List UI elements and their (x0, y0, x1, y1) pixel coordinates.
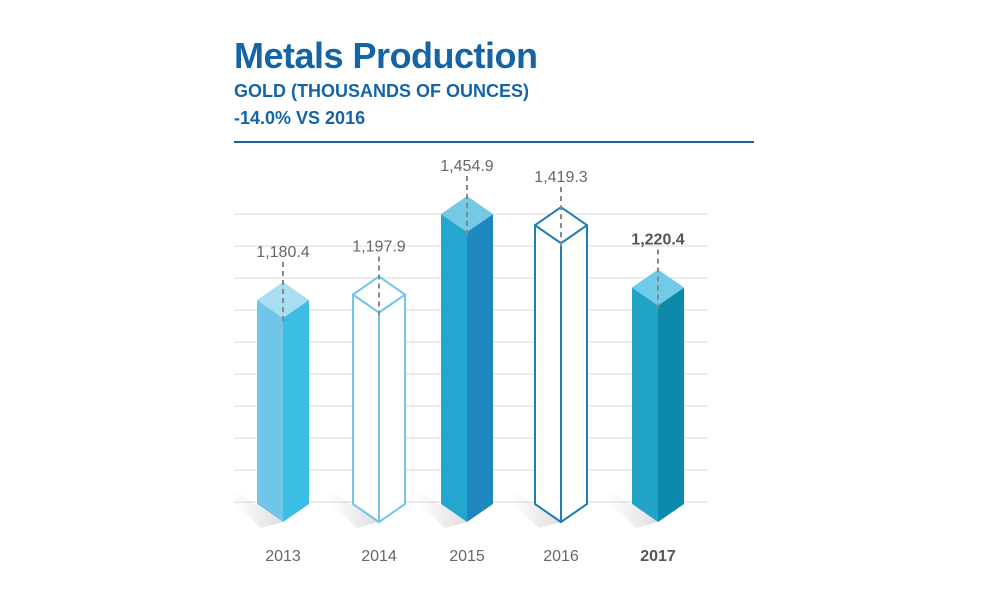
bar-2015: 1,454.9 2015 (415, 158, 494, 565)
bar-side-face (283, 300, 309, 522)
bar-front-face (632, 287, 658, 522)
chart-subtitle: GOLD (THOUSANDS OF OUNCES) (234, 81, 529, 101)
category-label: 2016 (543, 548, 579, 565)
bar-shadow (606, 492, 658, 528)
value-label: 1,180.4 (256, 244, 309, 261)
bar-shadow (415, 492, 467, 528)
bar-shadow (509, 492, 561, 528)
value-label: 1,419.3 (534, 169, 587, 186)
value-label: 1,220.4 (631, 231, 684, 248)
chart-header: Metals Production GOLD (THOUSANDS OF OUN… (234, 34, 754, 132)
category-label: 2014 (361, 548, 397, 565)
bar-front-face (257, 300, 283, 522)
bar-front-face (441, 214, 467, 522)
bar-2017: 1,220.4 2017 (606, 231, 685, 565)
category-label: 2015 (449, 548, 485, 565)
chart-title: Metals Production (234, 35, 538, 76)
bar-side-face (378, 293, 406, 523)
bar-shadow (327, 492, 379, 528)
bar-side-face (560, 224, 588, 523)
bar-2016: 1,419.3 2016 (509, 169, 588, 565)
bar-front-face (534, 224, 562, 523)
value-label: 1,454.9 (440, 158, 493, 175)
bar-2013: 1,180.4 2013 (231, 244, 310, 565)
header-rule (234, 141, 754, 143)
bar-side-face (658, 287, 684, 522)
bar-shadow (231, 492, 283, 528)
category-label: 2017 (640, 548, 676, 565)
category-label: 2013 (265, 548, 301, 565)
bar-front-face (352, 293, 380, 523)
bar-side-face (467, 214, 493, 522)
chart-change: -14.0% VS 2016 (234, 108, 366, 128)
bar-2014: 1,197.9 2014 (327, 239, 406, 565)
value-label: 1,197.9 (352, 239, 405, 256)
